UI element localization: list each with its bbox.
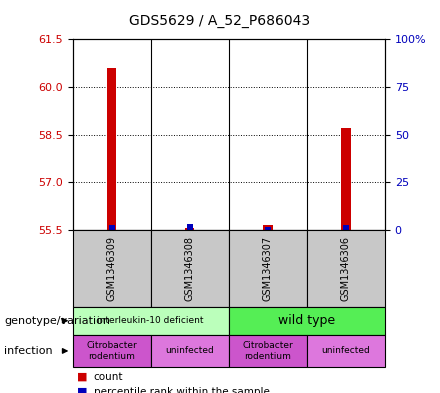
Text: GDS5629 / A_52_P686043: GDS5629 / A_52_P686043 [129, 14, 311, 28]
Text: GSM1346306: GSM1346306 [341, 236, 351, 301]
Text: interleukin-10 deficient: interleukin-10 deficient [97, 316, 204, 325]
Bar [265, 227, 271, 393]
Text: GSM1346307: GSM1346307 [263, 236, 273, 301]
Bar [263, 225, 272, 393]
Text: uninfected: uninfected [165, 347, 214, 355]
Text: Citrobacter
rodentium: Citrobacter rodentium [86, 341, 137, 361]
Bar [343, 225, 349, 393]
Text: ■: ■ [77, 387, 88, 393]
Text: GSM1346308: GSM1346308 [185, 236, 195, 301]
Text: Citrobacter
rodentium: Citrobacter rodentium [242, 341, 293, 361]
Text: wild type: wild type [279, 314, 335, 327]
Bar [341, 128, 351, 393]
Text: count: count [94, 372, 123, 382]
Bar [107, 68, 116, 393]
Text: uninfected: uninfected [322, 347, 370, 355]
Text: ■: ■ [77, 372, 88, 382]
Text: infection: infection [4, 346, 53, 356]
Text: GSM1346309: GSM1346309 [106, 236, 117, 301]
Text: percentile rank within the sample: percentile rank within the sample [94, 387, 270, 393]
Bar [109, 225, 115, 393]
Bar [185, 228, 194, 393]
Text: genotype/variation: genotype/variation [4, 316, 110, 326]
Bar [187, 224, 193, 393]
